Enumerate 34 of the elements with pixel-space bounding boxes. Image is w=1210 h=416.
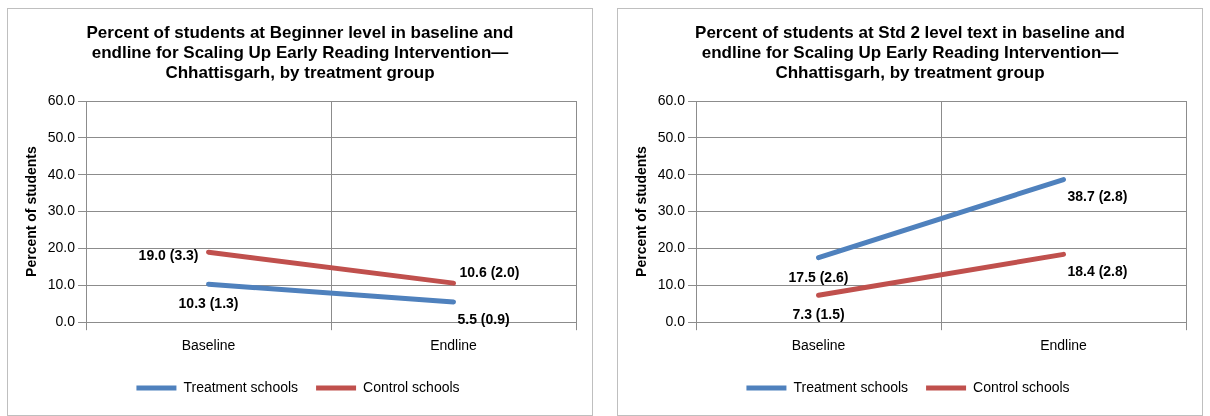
data-label: 18.4 (2.8) (1067, 263, 1128, 280)
x-tick-label: Baseline (791, 337, 846, 354)
y-tick-label: 40.0 (657, 165, 686, 182)
y-tick-label: 40.0 (47, 165, 76, 182)
data-label: 38.7 (2.8) (1067, 188, 1128, 205)
y-axis-title: Percent of students (633, 146, 650, 277)
y-axis-title: Percent of students (23, 146, 40, 277)
data-label: 10.3 (1.3) (178, 295, 239, 312)
legend-label: Control schools (973, 378, 1070, 395)
y-tick-label: 60.0 (47, 91, 76, 108)
x-tick-label: Endline (430, 337, 478, 354)
legend-label: Treatment schools (793, 378, 909, 395)
chart-title: Percent of students at Beginner level in baseline and endline for Scaling Up Early Reading Intervention—Chhattisgarh, by treatment group (85, 23, 515, 83)
y-tick-label: 30.0 (657, 202, 686, 219)
data-label: 7.3 (1.5) (792, 306, 845, 323)
chart-title: Percent of students at Std 2 level text in baseline and endline for Scaling Up Early Reading Intervention—Chhattisgarh, by treatment group (694, 23, 1126, 83)
y-tick-label: 50.0 (657, 128, 686, 145)
x-tick-label: Endline (1040, 337, 1088, 354)
data-label: 17.5 (2.6) (788, 268, 849, 285)
y-tick-label: 10.0 (47, 276, 76, 293)
y-tick-label: 10.0 (657, 276, 686, 293)
data-label: 19.0 (3.3) (138, 247, 199, 264)
data-label: 10.6 (2.0) (459, 263, 520, 280)
y-tick-label: 30.0 (47, 202, 76, 219)
legend-label: Control schools (363, 378, 460, 395)
data-label: 5.5 (0.9) (457, 310, 510, 327)
y-tick-label: 0.0 (665, 313, 686, 330)
y-tick-label: 50.0 (47, 128, 76, 145)
y-tick-label: 20.0 (657, 239, 686, 256)
y-tick-label: 0.0 (55, 313, 76, 330)
y-tick-label: 20.0 (47, 239, 76, 256)
y-tick-label: 60.0 (657, 91, 686, 108)
legend-label: Treatment schools (183, 378, 299, 395)
x-tick-label: Baseline (181, 337, 236, 354)
